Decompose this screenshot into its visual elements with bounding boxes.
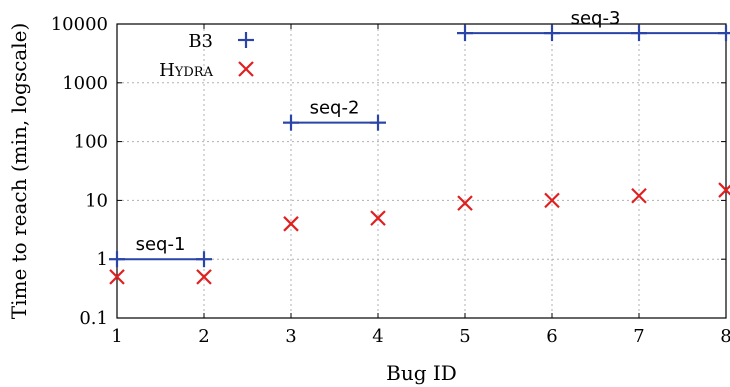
- b3-point: [631, 25, 647, 42]
- b3-point: [196, 251, 212, 268]
- y-tick-label: 1: [97, 249, 108, 270]
- cross-b: [718, 184, 730, 198]
- legend-label-hydra: Hydra: [159, 60, 213, 81]
- hydra-point: [544, 192, 560, 209]
- cross-b: [370, 210, 386, 226]
- x-tick-label: 1: [111, 326, 122, 347]
- y-tick-label: 10: [85, 190, 108, 211]
- data-marks: [109, 25, 730, 285]
- x-axis-label: Bug ID: [386, 361, 457, 385]
- hydra-point: [370, 210, 386, 226]
- y-tick-label: 0.1: [79, 308, 108, 329]
- group-label: seq-2: [310, 98, 360, 119]
- cross-b: [238, 61, 254, 77]
- hydra-point: [196, 269, 212, 285]
- b3-point: [718, 25, 730, 42]
- grid: [117, 24, 726, 318]
- hydra-point: [283, 216, 299, 232]
- y-tick-label: 10000: [51, 14, 108, 35]
- cross-b: [196, 269, 212, 285]
- cross-b: [283, 216, 299, 232]
- b3-point: [283, 114, 299, 131]
- y-axis-label: Time to reach (min, logscale): [7, 23, 31, 320]
- group-label: seq-3: [571, 8, 621, 29]
- legend: B3 Hydra: [159, 31, 254, 81]
- x-tick-label: 4: [372, 326, 383, 347]
- x-tick-label: 2: [198, 326, 209, 347]
- cross-b: [631, 187, 647, 204]
- b3-point: [370, 114, 386, 131]
- legend-label-b3: B3: [188, 31, 213, 52]
- hydra-point: [631, 187, 647, 204]
- plot-frame: [116, 23, 727, 319]
- cross-b: [109, 269, 125, 285]
- x-tick-label: 3: [285, 326, 296, 347]
- b3-point: [109, 251, 125, 268]
- hydra-point: [718, 182, 730, 198]
- cross-b: [457, 195, 473, 211]
- x-tick-label: 8: [720, 326, 730, 347]
- hydra-point: [109, 269, 125, 285]
- b3-point: [457, 25, 473, 42]
- y-tick-label: 100: [74, 132, 108, 153]
- b3-point: [544, 25, 560, 42]
- x-tick-label: 7: [633, 326, 644, 347]
- hydra-point: [457, 195, 473, 211]
- cross-b: [544, 192, 560, 209]
- x-tick-label: 5: [459, 326, 470, 347]
- group-lines: seq-1 seq-2 seq-3: [117, 8, 726, 261]
- group-label: seq-1: [136, 234, 186, 255]
- legend-hydra-icon: [238, 61, 254, 77]
- x-tick-label: 6: [546, 326, 557, 347]
- legend-b3-icon: [238, 32, 254, 48]
- y-tick-label: 1000: [62, 73, 108, 94]
